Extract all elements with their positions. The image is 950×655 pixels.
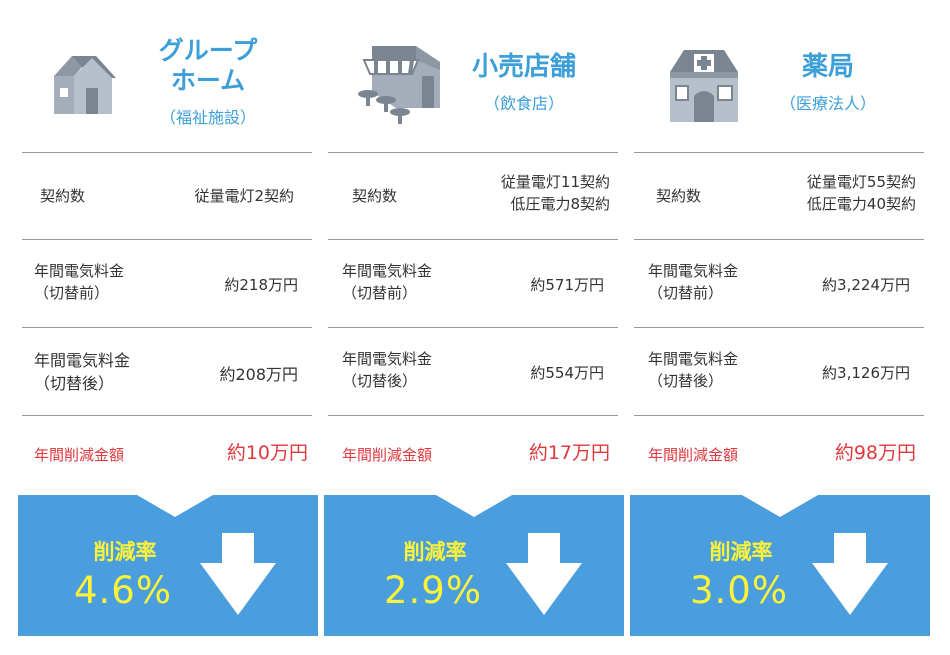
savings-label: 年間削減金額 xyxy=(342,446,433,464)
pharmacy-icon xyxy=(670,50,738,122)
reduction-rate-value: 4.6% xyxy=(74,569,172,612)
house-icon xyxy=(54,56,116,114)
cost-before-value: 約571万円 xyxy=(530,276,604,294)
contracts-value: 従量電灯55契約 低圧電力40契約 xyxy=(806,173,916,213)
column-group-home: グループ ホーム （福祉施設） 契約数 従量電灯2契約 年間電気料金 （切替前） … xyxy=(18,0,318,655)
column-pharmacy: 薬局 （医療法人） 契約数 従量電灯55契約 低圧電力40契約 年間電気料金 （切替… xyxy=(630,0,930,655)
reduction-rate-label: 削減率 xyxy=(403,540,467,564)
reduction-rate-value: 3.0% xyxy=(690,569,788,612)
divider xyxy=(634,239,924,240)
cost-after-value: 約3,126万円 xyxy=(822,364,910,382)
divider xyxy=(22,415,312,416)
divider xyxy=(328,415,618,416)
divider xyxy=(22,327,312,328)
cost-after-value: 約208万円 xyxy=(219,365,298,384)
contracts-value: 従量電灯2契約 xyxy=(194,187,294,205)
down-arrow-icon xyxy=(200,533,276,615)
cost-before-label: 年間電気料金 （切替前） xyxy=(34,262,125,302)
cost-before-value: 約3,224万円 xyxy=(822,276,910,294)
facility-title: グループ ホーム xyxy=(158,36,258,95)
cost-after-label: 年間電気料金 （切替後） xyxy=(648,350,739,390)
contracts-label: 契約数 xyxy=(40,187,86,205)
divider xyxy=(328,239,618,240)
savings-label: 年間削減金額 xyxy=(34,446,125,464)
savings-label: 年間削減金額 xyxy=(648,446,739,464)
box-notch xyxy=(742,495,818,517)
contracts-label: 契約数 xyxy=(352,187,398,205)
facility-subtitle: （福祉施設） xyxy=(159,108,256,127)
contracts-label: 契約数 xyxy=(656,187,702,205)
facility-subtitle: （医療法人） xyxy=(779,94,876,113)
down-arrow-icon xyxy=(506,533,582,615)
cost-before-label: 年間電気料金 （切替前） xyxy=(648,262,739,302)
box-notch xyxy=(137,495,213,517)
reduction-rate-box: 削減率 3.0% xyxy=(630,495,930,636)
facility-title: 小売店舗 xyxy=(471,52,576,82)
reduction-rate-label: 削減率 xyxy=(709,540,773,564)
facility-title: 薬局 xyxy=(801,52,854,82)
divider xyxy=(634,152,924,153)
savings-value: 約17万円 xyxy=(528,442,610,464)
cost-after-label: 年間電気料金 （切替後） xyxy=(34,351,131,394)
facility-subtitle: （飲食店） xyxy=(483,94,564,113)
savings-value: 約10万円 xyxy=(226,442,308,464)
shop-icon xyxy=(358,46,440,124)
box-notch xyxy=(436,495,512,517)
divider xyxy=(22,239,312,240)
down-arrow-icon xyxy=(812,533,888,615)
savings-value: 約98万円 xyxy=(834,442,916,464)
divider xyxy=(634,415,924,416)
contracts-value: 従量電灯11契約 低圧電力8契約 xyxy=(500,173,610,213)
cost-before-label: 年間電気料金 （切替前） xyxy=(342,262,433,302)
reduction-rate-box: 削減率 4.6% xyxy=(18,495,318,636)
divider xyxy=(328,152,618,153)
divider xyxy=(328,327,618,328)
column-retail-store: 小売店舗 （飲食店） 契約数 従量電灯11契約 低圧電力8契約 年間電気料金 （切替… xyxy=(324,0,624,655)
cost-before-value: 約218万円 xyxy=(224,276,298,294)
reduction-rate-value: 2.9% xyxy=(384,569,482,612)
cost-after-value: 約554万円 xyxy=(530,364,604,382)
divider xyxy=(634,327,924,328)
divider xyxy=(22,152,312,153)
cost-after-label: 年間電気料金 （切替後） xyxy=(342,350,433,390)
reduction-rate-label: 削減率 xyxy=(93,540,157,564)
reduction-rate-box: 削減率 2.9% xyxy=(324,495,624,636)
